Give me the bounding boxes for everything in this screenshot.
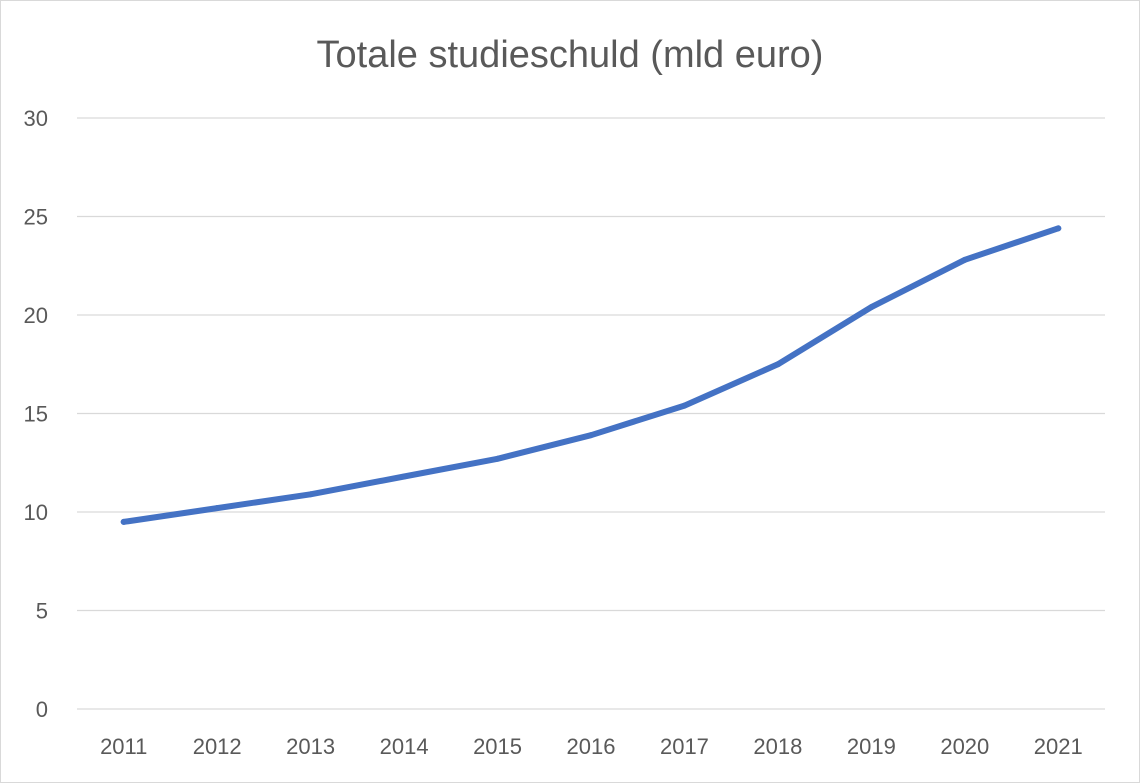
- data-point: [588, 432, 594, 439]
- series-line: [120, 225, 1062, 525]
- data-point: [1055, 225, 1062, 232]
- data-point: [681, 402, 688, 409]
- y-tick-label: 15: [24, 402, 48, 427]
- y-tick-label: 20: [24, 303, 48, 328]
- x-tick-label: 2021: [1034, 734, 1083, 759]
- x-tick-label: 2015: [473, 734, 522, 759]
- data-point: [774, 361, 781, 368]
- x-tick-label: 2020: [940, 734, 989, 759]
- x-axis-ticks: 2011 2012 2013 2014 2015 2016 2017 2018 2019 2020…: [100, 734, 1083, 759]
- data-point: [214, 505, 221, 512]
- x-tick-label: 2018: [753, 734, 802, 759]
- data-point: [961, 256, 968, 263]
- x-tick-label: 2011: [100, 734, 147, 759]
- y-tick-label: 30: [24, 106, 48, 131]
- y-tick-label: 10: [24, 500, 48, 525]
- x-tick-label: 2017: [660, 734, 709, 759]
- y-tick-label: 25: [24, 205, 48, 230]
- data-point: [307, 491, 314, 498]
- x-tick-label: 2014: [380, 734, 429, 759]
- x-tick-label: 2016: [567, 734, 616, 759]
- x-tick-label: 2019: [847, 734, 896, 759]
- x-tick-label: 2012: [193, 734, 242, 759]
- data-point: [401, 473, 408, 480]
- y-tick-label: 0: [36, 697, 48, 722]
- data-point: [120, 518, 127, 525]
- chart-title: Totale studieschuld (mld euro): [317, 34, 824, 76]
- x-tick-label: 2013: [286, 734, 335, 759]
- y-axis-ticks: 0 5 10 15 20 25 30: [24, 106, 48, 722]
- data-point: [868, 304, 875, 311]
- y-tick-label: 5: [36, 599, 48, 624]
- gridlines: [77, 117, 1105, 710]
- data-point: [494, 455, 501, 462]
- series-layer: [120, 225, 1062, 525]
